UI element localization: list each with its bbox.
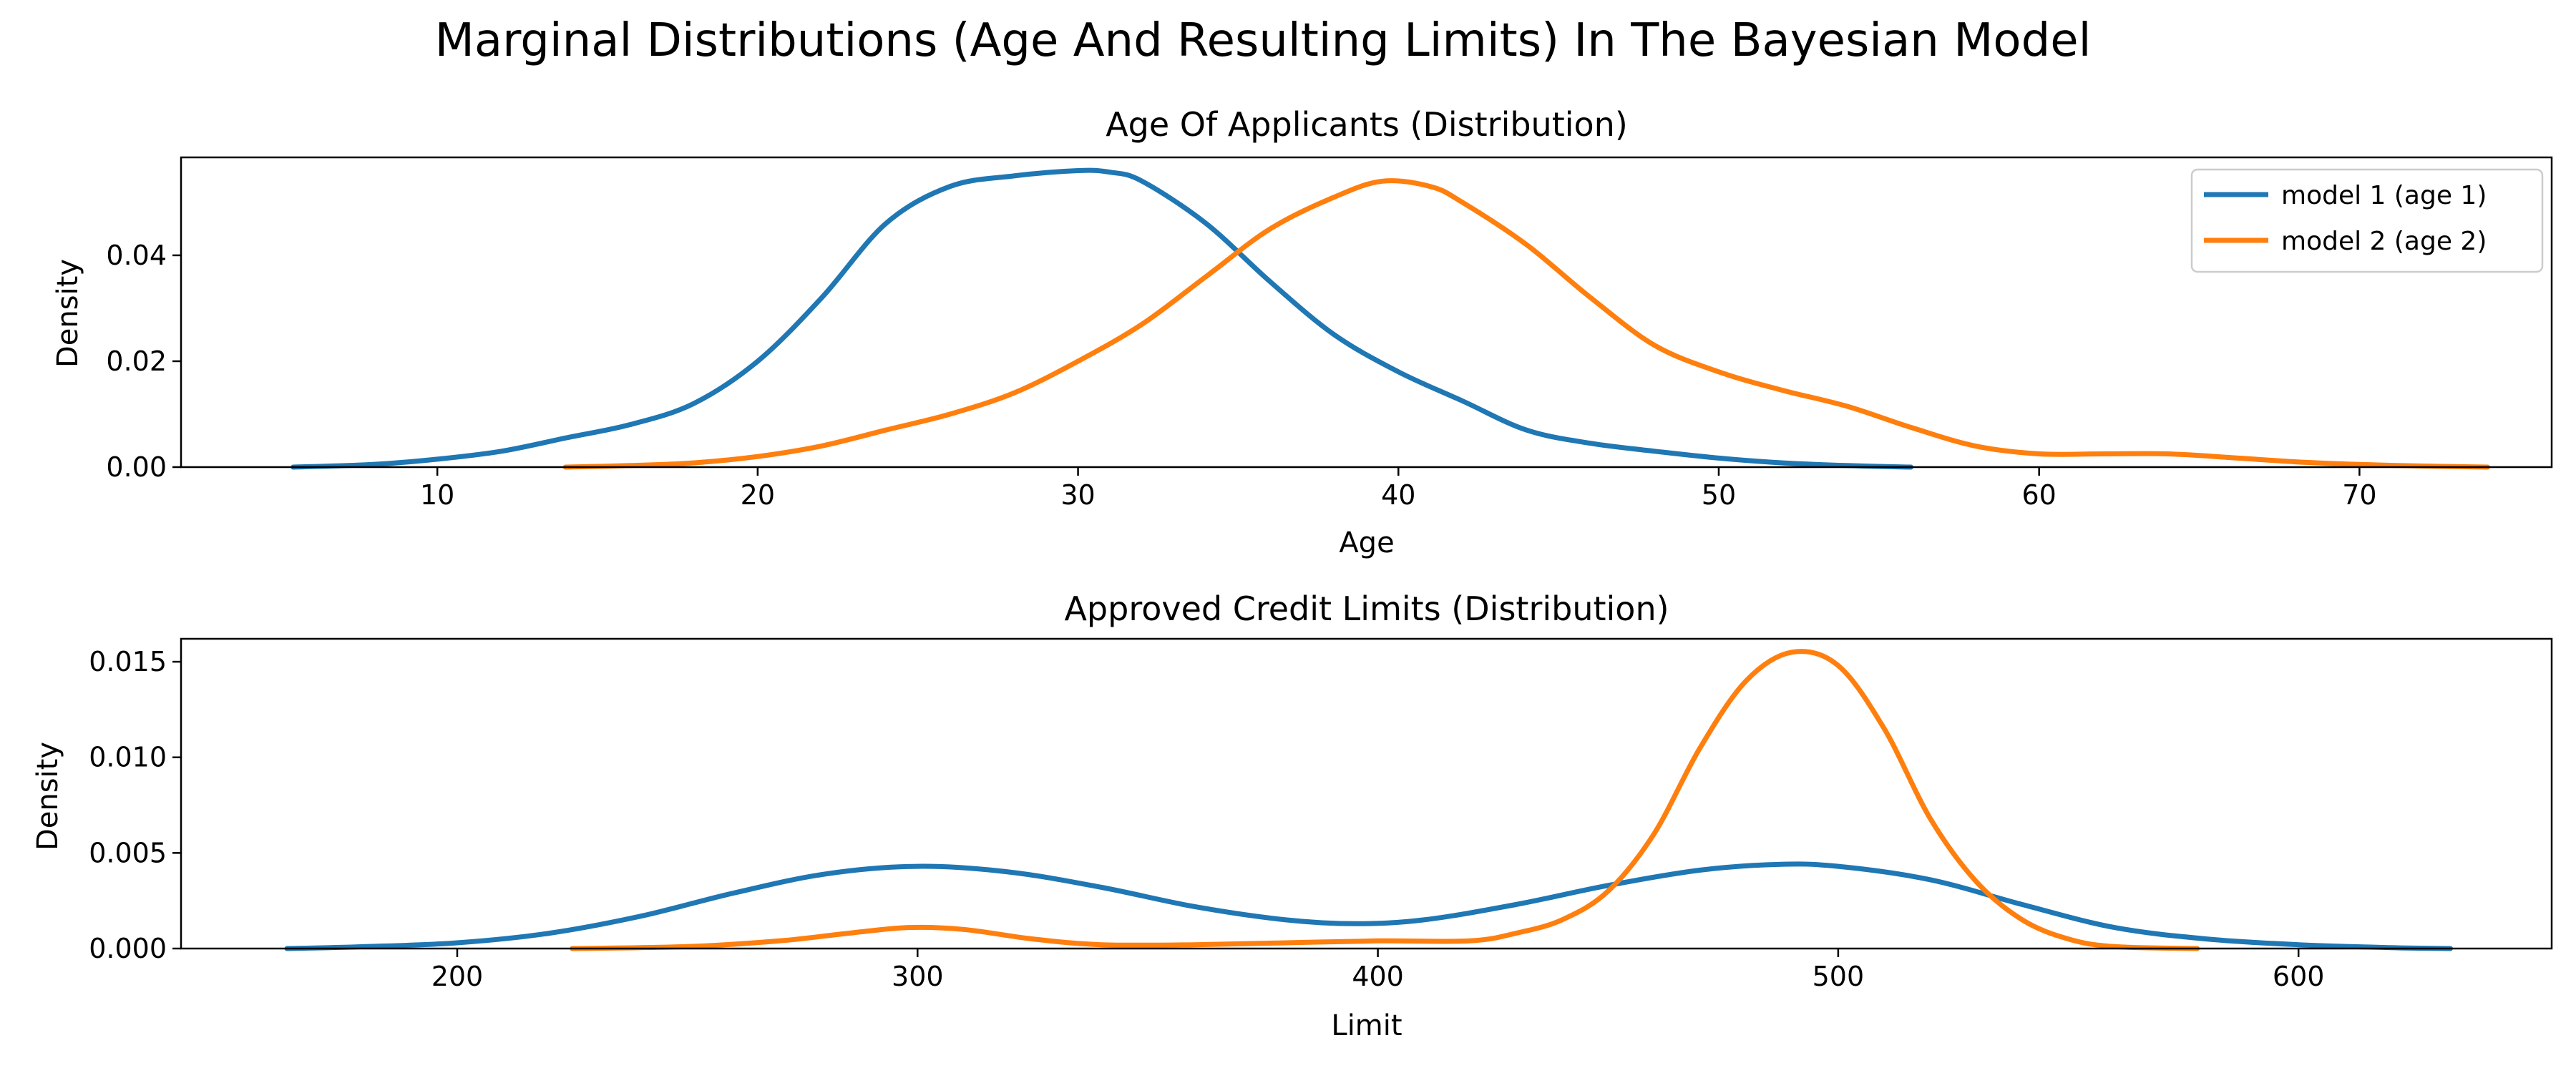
age-plot-frame: [180, 156, 2553, 469]
legend-label-model-1: model 1 (age 1): [2281, 181, 2487, 210]
age-y-tick-label: 0.02: [106, 346, 167, 377]
limit-series-model-2: [570, 649, 2200, 951]
age-axis-ticks: 10 20 30 40 50 60 70 0.00 0.02 0.04: [106, 240, 2376, 511]
age-x-tick-label: 40: [1381, 479, 1415, 511]
legend-label-model-2: model 2 (age 2): [2281, 227, 2487, 256]
limit-panel-title: Approved Credit Limits (Distribution): [1064, 589, 1669, 628]
figure-title: Marginal Distributions (Age And Resultin…: [435, 14, 2092, 67]
limit-y-tick-label: 0.010: [89, 742, 167, 773]
limit-x-tick-label: 400: [1352, 961, 1404, 992]
limit-y-tick-label: 0.000: [89, 933, 167, 964]
age-x-tick-label: 10: [420, 479, 454, 511]
limit-x-tick-label: 600: [2273, 961, 2325, 992]
age-x-tick-label: 60: [2021, 479, 2056, 511]
age-x-axis-label: Age: [1339, 526, 1394, 559]
age-x-tick-label: 70: [2342, 479, 2376, 511]
limit-plot-frame: [180, 637, 2553, 950]
limit-y-tick-label: 0.005: [89, 837, 167, 868]
limit-distribution-panel: Approved Credit Limits (Distribution) Li…: [31, 589, 2553, 1042]
legend: model 1 (age 1) model 2 (age 2): [2190, 168, 2544, 273]
limit-x-tick-label: 500: [1813, 961, 1865, 992]
limit-series-model-1: [284, 861, 2453, 951]
age-x-tick-label: 20: [741, 479, 775, 511]
limit-x-axis-label: Limit: [1331, 1009, 1402, 1042]
limit-axis-ticks: 200 300 400 500 600 0.000 0.005 0.010 0.015: [89, 646, 2324, 992]
age-series-lines: [291, 167, 2490, 470]
age-x-tick-label: 50: [1702, 479, 1736, 511]
age-distribution-panel: Age Of Applicants (Distribution) Age Den…: [52, 105, 2553, 559]
limit-series-lines: [284, 649, 2453, 951]
age-y-axis-label: Density: [52, 259, 84, 368]
age-y-tick-label: 0.00: [106, 451, 167, 483]
age-series-model-1: [291, 167, 1914, 470]
limit-x-tick-label: 300: [892, 961, 944, 992]
legend-box: [2190, 168, 2544, 273]
limit-y-axis-label: Density: [31, 742, 64, 851]
limit-y-tick-label: 0.015: [89, 646, 167, 677]
age-series-model-2: [562, 178, 2490, 470]
age-y-tick-label: 0.04: [106, 240, 167, 271]
age-x-tick-label: 30: [1060, 479, 1095, 511]
limit-x-tick-label: 200: [431, 961, 484, 992]
age-panel-title: Age Of Applicants (Distribution): [1106, 105, 1628, 144]
